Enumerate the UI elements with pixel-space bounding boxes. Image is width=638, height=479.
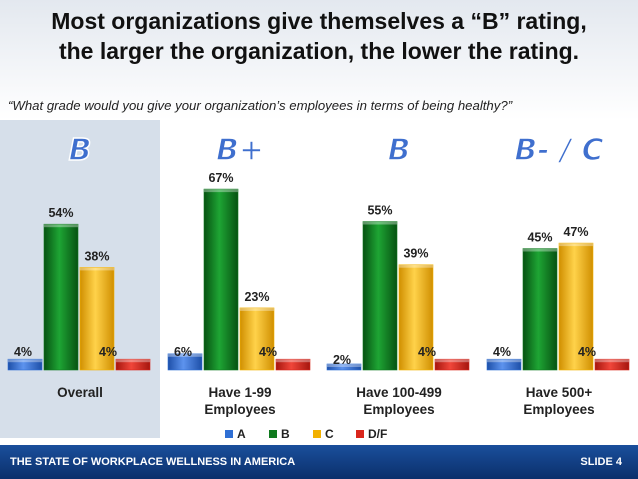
bar-cap	[487, 359, 521, 363]
bar-df	[434, 358, 470, 371]
data-label: 4%	[14, 345, 32, 359]
legend-label: D/F	[368, 427, 387, 441]
grade-label: B- / C	[514, 133, 603, 168]
legend-swatch	[356, 430, 364, 438]
bar-cap	[44, 224, 78, 228]
bar-b	[522, 248, 558, 371]
bar-b	[43, 223, 79, 371]
bar-cap	[204, 189, 238, 193]
bar-cap	[363, 221, 397, 225]
legend-swatch	[269, 430, 277, 438]
bar-cap	[595, 359, 629, 363]
bar-b	[203, 188, 239, 371]
data-label: 39%	[403, 247, 428, 261]
data-label: 4%	[578, 345, 596, 359]
category-label: Have 1-99	[208, 385, 271, 400]
category-label: Employees	[363, 402, 434, 417]
survey-question: “What grade would you give your organiza…	[8, 98, 513, 113]
data-label: 4%	[259, 345, 277, 359]
data-label: 6%	[174, 345, 192, 359]
bar-cap	[8, 359, 42, 363]
bar-c	[79, 267, 115, 371]
bar-cap	[399, 264, 433, 268]
bar-a	[167, 353, 203, 371]
grade-label: B	[69, 133, 92, 168]
data-label: 45%	[527, 231, 552, 245]
bar-cap	[80, 267, 114, 271]
bar-c	[239, 307, 275, 371]
legend-swatch	[225, 430, 233, 438]
legend-label: A	[237, 427, 246, 441]
bar-cap	[276, 359, 310, 363]
data-label: 4%	[99, 345, 117, 359]
data-label: 23%	[244, 290, 269, 304]
slide-number: SLIDE 4	[580, 456, 622, 468]
slide-title: Most organizations give themselves a “B”…	[0, 6, 638, 66]
grade-label: B	[388, 133, 411, 168]
legend-label: C	[325, 427, 334, 441]
category-label: Employees	[204, 402, 275, 417]
category-label: Have 500+	[526, 385, 593, 400]
bar-cap	[435, 359, 469, 363]
data-label: 38%	[84, 249, 109, 263]
grouped-bar-chart: B 4% 54% 38% 4% Overall B+ 6% 67% 23% 4% Have 1-99 E…	[0, 120, 630, 441]
footer-title: THE STATE OF WORKPLACE WELLNESS IN AMERI…	[10, 456, 296, 468]
bar-cap	[168, 353, 202, 357]
data-label: 2%	[333, 353, 351, 367]
header-background	[0, 0, 638, 120]
bar-cap	[523, 248, 557, 252]
legend-label: B	[281, 427, 290, 441]
slide-title-line-2: the larger the organization, the lower t…	[58, 38, 580, 64]
category-label: Employees	[523, 402, 594, 417]
data-label: 4%	[418, 345, 436, 359]
slide-title-line-1: Most organizations give themselves a “B”…	[51, 8, 587, 34]
bar-a	[7, 358, 43, 371]
bar-df	[594, 358, 630, 371]
bar-cap	[327, 364, 361, 367]
data-label: 55%	[367, 204, 392, 218]
bar-b	[362, 221, 398, 371]
legend-swatch	[313, 430, 321, 438]
grade-label: B+	[216, 133, 264, 168]
data-label: 4%	[493, 345, 511, 359]
category-label: Have 100-499	[356, 385, 442, 400]
data-label: 54%	[48, 206, 73, 220]
footer-bar: THE STATE OF WORKPLACE WELLNESS IN AMERI…	[0, 445, 638, 479]
bar-cap	[116, 359, 150, 363]
data-label: 47%	[563, 225, 588, 239]
bar-cap	[240, 307, 274, 311]
bar-a	[486, 358, 522, 371]
data-label: 67%	[208, 171, 233, 185]
bar-cap	[559, 243, 593, 247]
bar-c	[558, 242, 594, 371]
bar-c	[398, 264, 434, 371]
bar-a	[326, 363, 362, 371]
category-label: Overall	[57, 385, 103, 400]
bar-df	[275, 358, 311, 371]
bar-df	[115, 358, 151, 371]
